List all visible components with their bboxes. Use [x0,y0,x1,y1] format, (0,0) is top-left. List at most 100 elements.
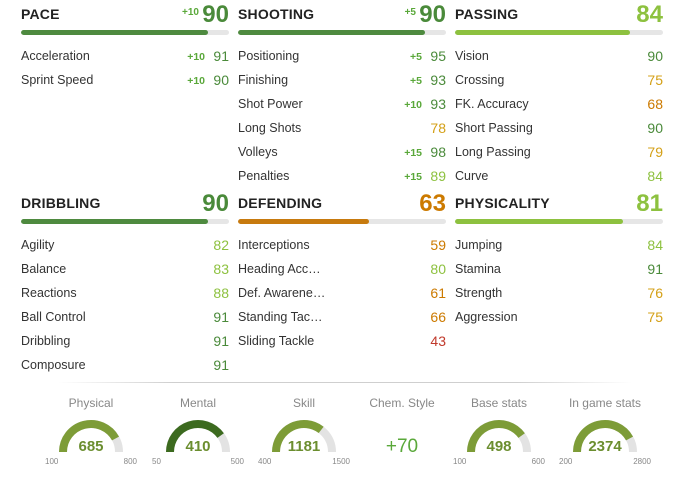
category-header: DEFENDING 63 [238,190,446,217]
category-value: 90 [202,1,229,28]
stat-value: 79 [647,144,663,160]
stat-value: 95 [430,48,446,64]
stat-value: 75 [647,72,663,88]
stat-value: 61 [430,285,446,301]
stat-row: Short Passing 90 [455,120,663,144]
stat-label: Positioning [238,49,300,63]
gauge-max: 800 [123,457,137,466]
category-name: PACE [21,6,60,22]
stat-row: Long Passing 79 [455,144,663,168]
stat-list: Vision 90 Crossing 75 FK. Accuracy 68 Short Pa… [455,48,663,192]
category-value: 84 [636,1,663,28]
stat-label: Acceleration [21,49,90,63]
stat-label: Strength [455,286,503,300]
category-value: 90 [202,190,229,217]
stat-label: Reactions [21,286,77,300]
stat-value: 82 [213,237,229,253]
stat-boost: +5 [410,75,422,87]
category-bar-fill [238,30,426,35]
stat-row: Strength 76 [455,285,663,309]
stat-label: Agility [21,238,55,252]
category-bar [238,219,446,224]
stat-boost: +15 [404,147,422,159]
stat-row: Crossing 75 [455,72,663,96]
gauge-arc [467,420,531,453]
stat-row: Long Shots 78 [238,120,446,144]
gauge-mental: Mental 410 50 500 [148,396,248,466]
stat-row: Aggression 75 [455,309,663,333]
chem-style-label: Chem. Style [369,396,435,410]
category-bar-fill [238,219,370,224]
category-value: 63 [419,190,446,217]
gauge-min: 50 [152,457,161,466]
category-bar [238,30,446,35]
stat-row: Heading Acc… 80 [238,261,446,285]
stat-value: 88 [213,285,229,301]
stat-list: Interceptions 59 Heading Acc… 80 Def. Awaren… [238,237,446,357]
stat-row: Reactions 88 [21,285,229,309]
category-boost: +5 [404,7,416,18]
gauge-label: Base stats [470,396,528,410]
stat-label: Jumping [455,238,503,252]
stat-label: Shot Power [238,97,303,111]
category-passing: PASSING 84 Vision 90 Crossing 75 FK. Accuracy 6… [455,1,663,184]
gauge-physical: Physical 685 100 800 [41,396,141,466]
gauge-min: 200 [559,457,573,466]
stat-boost: +10 [187,51,205,63]
chem-style-value: +70 [385,436,419,457]
gauge-value: 685 [78,438,104,455]
gauge-label: Mental [179,396,217,410]
stat-value: 98 [430,144,446,160]
stat-label: Long Shots [238,121,302,135]
gauge-min: 400 [258,457,272,466]
stat-value: 66 [430,309,446,325]
stat-row: Shot Power +10 93 [238,96,446,120]
section-divider [58,382,632,383]
gauge-fill [272,420,324,453]
stat-label: Penalties [238,169,290,183]
category-value: 81 [636,190,663,217]
stat-boost: +5 [410,51,422,63]
category-header: PASSING 84 [455,1,663,28]
stat-label: Vision [455,49,489,63]
gauge-min: 100 [45,457,59,466]
stat-row: Curve 84 [455,168,663,192]
stat-label: Curve [455,169,489,183]
gauge-max: 2800 [633,457,651,466]
chem-style: Chem. Style +70 [352,396,452,457]
stat-row: Penalties +15 89 [238,168,446,192]
gauge-arc [272,420,336,453]
stat-row: Vision 90 [455,48,663,72]
stat-row: FK. Accuracy 68 [455,96,663,120]
category-pace: PACE +10 90 Acceleration +10 91 Sprint Speed +1… [21,1,229,88]
stat-label: Long Passing [455,145,531,159]
gauge-label: In game stats [568,396,642,410]
stat-row: Stamina 91 [455,261,663,285]
stat-row: Def. Awarene… 61 [238,285,446,309]
category-name: DEFENDING [238,195,323,211]
stat-row: Positioning +5 95 [238,48,446,72]
gauge-arc [166,420,230,453]
stat-value: 76 [647,285,663,301]
category-bar [21,30,229,35]
stat-label: Stamina [455,262,501,276]
gauge-max: 600 [531,457,545,466]
category-boost: +10 [182,7,199,18]
stat-row: Agility 82 [21,237,229,261]
stat-row: Dribbling 91 [21,333,229,357]
stat-row: Volleys +15 98 [238,144,446,168]
stat-row: Finishing +5 93 [238,72,446,96]
gauge-base-stats: Base stats 498 100 600 [449,396,549,466]
category-shooting: SHOOTING +5 90 Positioning +5 95 Finishing +5 93… [238,1,446,184]
gauge-skill: Skill 1181 400 1500 [254,396,354,466]
gauge-value: 410 [185,438,211,455]
stat-label: Composure [21,358,86,372]
stat-value: 43 [430,333,446,349]
stat-label: Dribbling [21,334,71,348]
stat-value: 91 [213,48,229,64]
category-header: PACE +10 90 [21,1,229,28]
category-header: SHOOTING +5 90 [238,1,446,28]
gauge-max: 500 [230,457,244,466]
stat-value: 89 [430,168,446,184]
category-bar-fill [21,219,209,224]
